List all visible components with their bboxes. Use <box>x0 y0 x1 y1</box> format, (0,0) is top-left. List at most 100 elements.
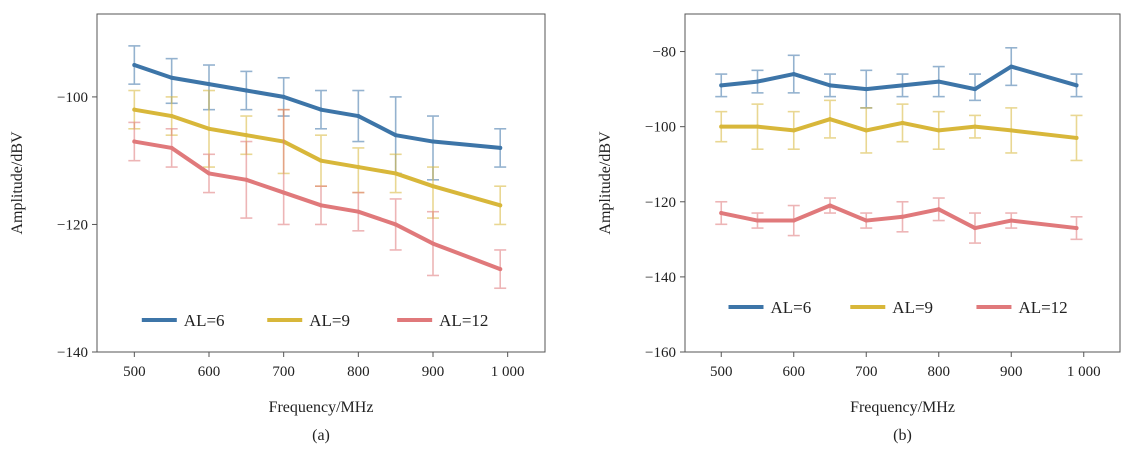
y-tick-label: −100 <box>57 90 88 106</box>
data-point <box>900 214 905 219</box>
x-tick-label: 900 <box>1000 364 1023 380</box>
y-tick-label: −140 <box>645 270 676 286</box>
data-point <box>244 177 249 182</box>
x-tick-label: 700 <box>855 364 878 380</box>
series-al-6 <box>128 45 507 181</box>
data-point <box>828 117 832 122</box>
data-point <box>1009 64 1014 69</box>
data-point <box>755 124 760 129</box>
data-point <box>498 267 503 272</box>
data-point <box>791 72 796 77</box>
data-point <box>936 79 941 84</box>
x-tick-label: 900 <box>422 364 445 380</box>
legend-label: AL=6 <box>771 298 812 317</box>
data-point <box>207 171 211 176</box>
y-tick-label: −80 <box>653 45 676 61</box>
data-point <box>132 107 137 112</box>
x-tick-label: 600 <box>783 364 806 380</box>
y-tick-label: −160 <box>645 345 676 361</box>
series-line <box>719 117 1079 140</box>
panel-label: (a) <box>312 427 330 444</box>
panel-label: (b) <box>893 427 912 444</box>
data-point <box>393 133 398 138</box>
data-point <box>169 114 174 119</box>
series-al-6 <box>715 46 1083 109</box>
data-point <box>281 190 286 195</box>
data-point <box>719 83 724 88</box>
data-point <box>498 145 503 150</box>
legend-label: AL=12 <box>439 311 488 330</box>
data-point <box>1074 83 1079 88</box>
data-point <box>281 94 286 99</box>
y-tick-label: −100 <box>645 120 676 136</box>
data-point <box>755 218 760 223</box>
y-axis-label: Amplitude/dBV <box>597 131 614 235</box>
legend-entry: AL=12 <box>976 298 1068 317</box>
series-line <box>132 63 503 150</box>
legend-label: AL=12 <box>1018 298 1067 317</box>
x-tick-label: 1 000 <box>491 364 525 380</box>
data-point <box>864 87 869 92</box>
data-point <box>319 107 323 112</box>
y-tick-label: −120 <box>57 217 88 233</box>
legend-entry: AL=12 <box>397 311 488 330</box>
series-line <box>132 139 503 272</box>
data-point <box>864 128 869 133</box>
series-al-12 <box>715 197 1083 244</box>
data-point <box>755 79 760 84</box>
data-point <box>719 124 724 129</box>
legend-entry: AL=6 <box>728 298 812 317</box>
data-point <box>828 83 832 88</box>
data-point <box>936 207 941 212</box>
data-point <box>356 114 361 119</box>
series-line <box>719 64 1079 92</box>
data-point <box>1009 128 1014 133</box>
data-point <box>900 83 905 88</box>
x-axis-label: Frequency/MHz <box>269 399 374 416</box>
data-point <box>132 139 137 144</box>
data-point <box>393 171 398 176</box>
legend-entry: AL=6 <box>141 311 225 330</box>
data-point <box>973 87 977 92</box>
data-point <box>169 145 174 150</box>
data-point <box>900 120 905 125</box>
data-point <box>828 203 832 208</box>
data-point <box>864 218 869 223</box>
data-point <box>719 211 724 216</box>
data-point <box>207 126 211 131</box>
y-tick-label: −140 <box>57 345 88 361</box>
legend-label: AL=6 <box>184 311 225 330</box>
data-point <box>244 133 249 138</box>
legend-entry: AL=9 <box>850 298 933 317</box>
x-tick-label: 500 <box>710 364 733 380</box>
data-point <box>973 226 977 231</box>
y-tick-label: −120 <box>645 195 676 211</box>
data-point <box>791 218 796 223</box>
data-point <box>498 203 503 208</box>
data-point <box>244 88 249 93</box>
data-point <box>431 184 435 189</box>
plot-frame <box>684 13 1121 353</box>
data-point <box>973 124 977 129</box>
data-point <box>356 209 361 214</box>
data-point <box>319 158 323 163</box>
series-line <box>132 107 503 208</box>
x-tick-label: 600 <box>198 364 221 380</box>
error-bar <box>277 108 290 226</box>
x-tick-label: 800 <box>928 364 951 380</box>
x-tick-label: 700 <box>272 364 295 380</box>
y-axis-label: Amplitude/dBV <box>9 131 26 235</box>
data-point <box>207 82 211 87</box>
series-al-12 <box>128 108 507 290</box>
series-al-9 <box>715 99 1083 162</box>
data-point <box>1009 218 1014 223</box>
error-bar <box>352 147 365 194</box>
x-tick-label: 500 <box>123 364 146 380</box>
data-point <box>393 222 398 227</box>
data-point <box>356 165 361 170</box>
x-tick-label: 800 <box>347 364 370 380</box>
legend-entry: AL=9 <box>267 311 350 330</box>
chart-panel-b: 500 600 700 800 900 1 000 −80 −100 −120 −140 −160 F… <box>597 13 1121 444</box>
data-point <box>791 128 796 133</box>
